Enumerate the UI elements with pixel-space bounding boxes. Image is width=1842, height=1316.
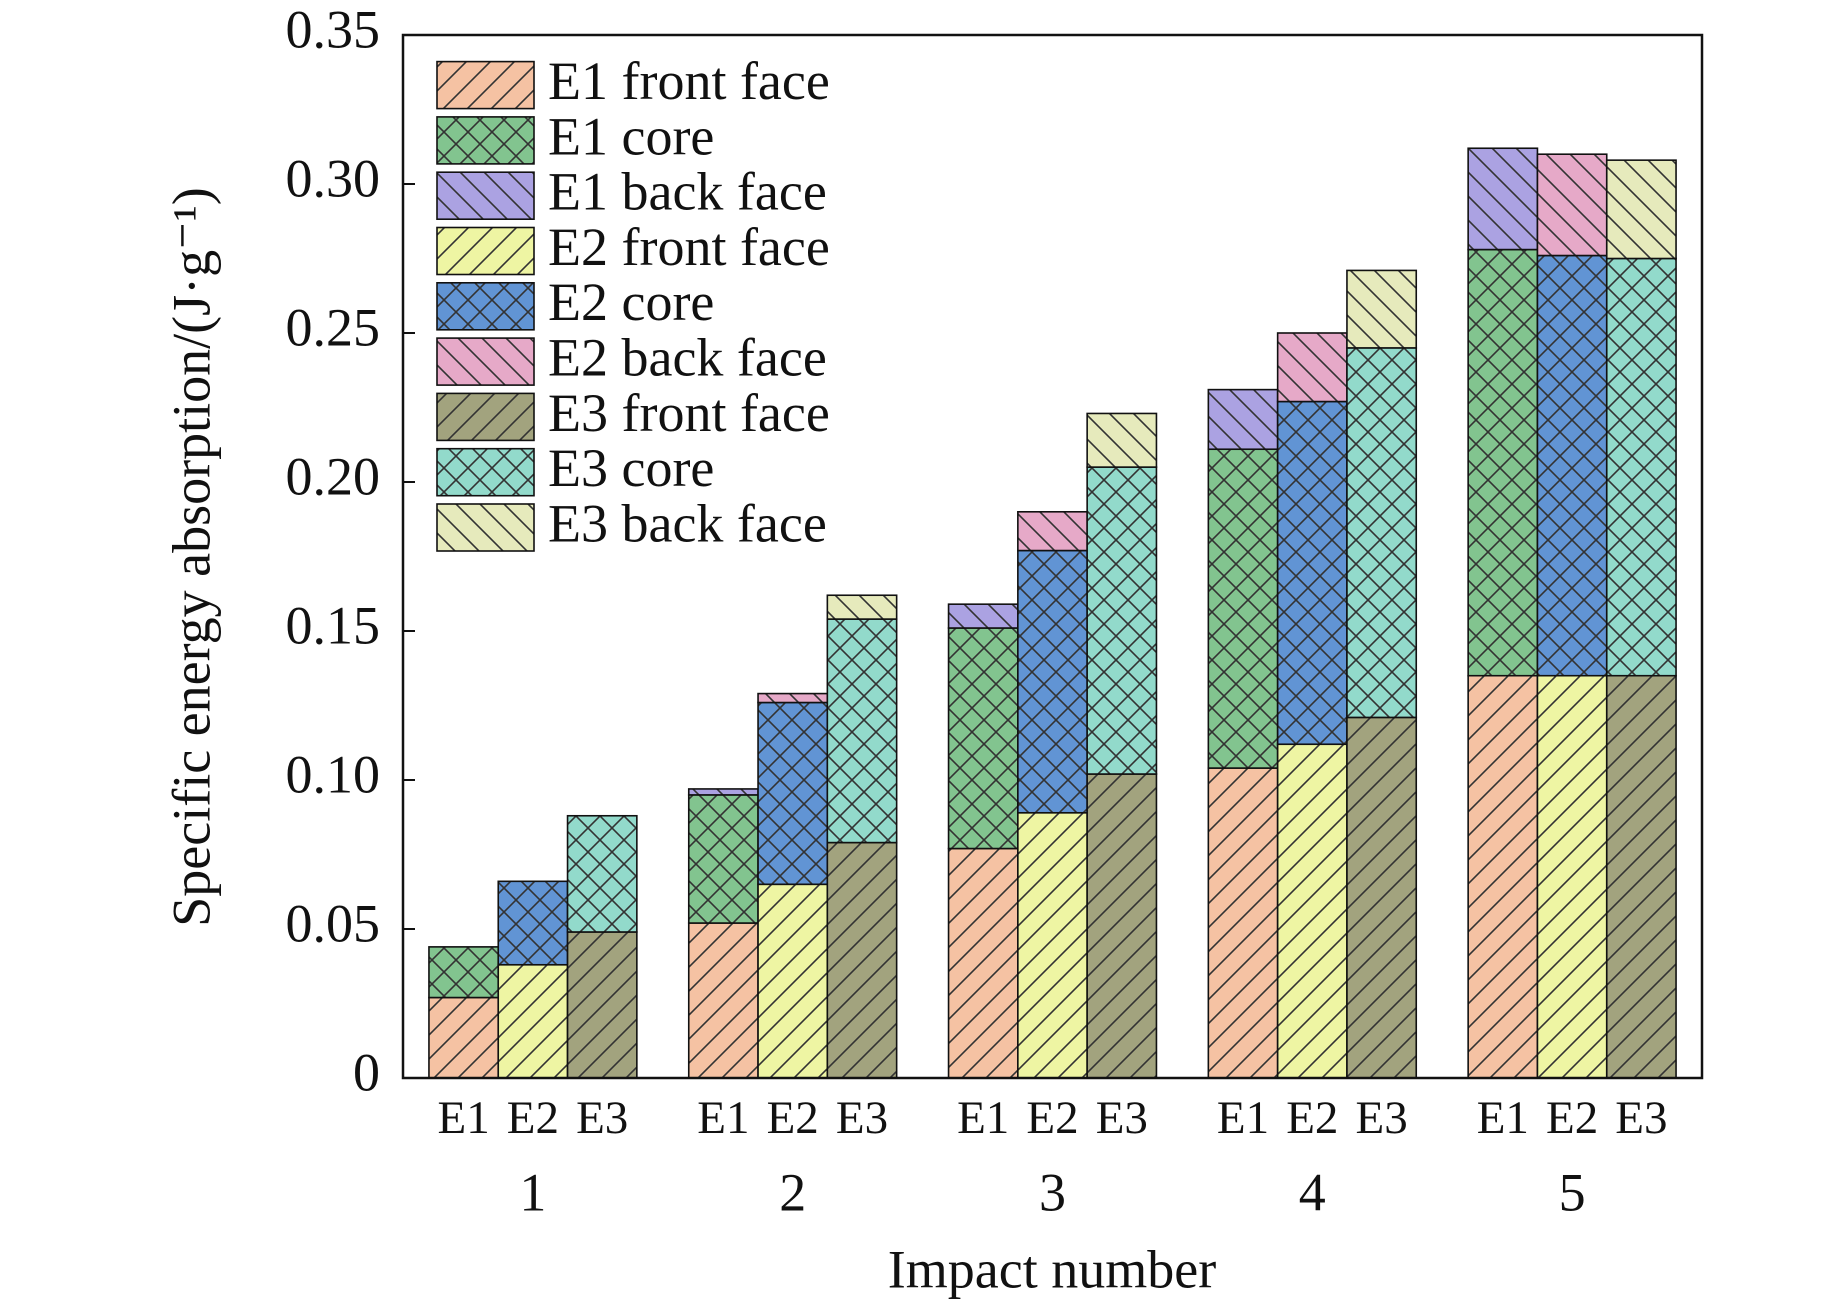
y-tick-label: 0.35 [286,0,381,59]
legend-swatch [436,337,535,386]
legend-swatch [436,281,535,331]
bar-segment [1017,811,1088,1079]
bar-segment [1346,347,1418,719]
legend-label: E1 front face [548,51,830,111]
y-axis-label: Specific energy absorption/(J·g⁻¹) [161,187,221,927]
bar-segment [1276,332,1348,403]
bar-segment [1207,388,1279,451]
bar-segment [757,883,829,1079]
bar-segment [687,788,759,796]
stack-label: E1 [437,1092,489,1144]
bar-segment [757,701,829,886]
bar-segment [826,841,898,1079]
bar-segment [497,880,569,966]
legend-label: E2 back face [548,327,827,387]
bar-segment [1086,466,1158,775]
group-label: 1 [519,1162,546,1222]
bar-segment [497,963,569,1079]
legend-label: E3 core [548,438,714,498]
stack-label: E3 [1096,1092,1148,1144]
plot-frame [401,33,1704,1080]
bar-segment [1017,510,1088,552]
bar-segment [1346,269,1418,349]
stack-label: E1 [697,1092,749,1144]
bar-segment [428,946,500,999]
y-tick-label: 0.30 [286,148,381,208]
y-tick-label: 0.25 [286,297,381,357]
bar-segment [566,931,638,1079]
bar-segment [1086,773,1158,1079]
legend-swatch [436,171,535,220]
bar-segment [757,692,829,704]
group-label: 3 [1039,1162,1066,1222]
y-tick-label: 0.15 [286,595,381,655]
bar-segment [1207,448,1279,769]
legend-swatch [436,60,535,110]
group-label: 5 [1559,1162,1586,1222]
legend-label: E3 back face [548,493,827,553]
bar-segment [687,794,759,924]
x-axis-label: Impact number [888,1239,1216,1299]
stack-label: E3 [576,1092,628,1144]
y-tick-label: 0 [353,1042,380,1102]
bar-segment [1467,674,1539,1079]
bar-segment [1605,674,1677,1079]
stack-label: E1 [957,1092,1009,1144]
stack-label: E3 [836,1092,888,1144]
legend-label: E3 front face [548,383,830,443]
bar-segment [1536,254,1608,677]
bar-segment [947,627,1019,850]
bar-segment [947,847,1019,1079]
bar-segment [1605,159,1677,260]
bar-segment [1276,400,1348,746]
stack-label: E1 [1217,1092,1269,1144]
stack-label: E2 [1546,1092,1598,1144]
stack-label: E2 [1026,1092,1078,1144]
bar-segment [687,922,759,1079]
group-label: 2 [779,1162,806,1222]
bar-segment [1207,767,1279,1079]
bar-segment [826,594,898,620]
y-tick-label: 0.05 [286,893,381,953]
bar-segment [826,618,898,844]
legend-swatch [436,226,535,276]
legend-label: E2 core [548,272,714,332]
bar-segment [1276,743,1348,1079]
legend-swatch [436,503,535,552]
stack-label: E2 [767,1092,819,1144]
bar-segment [1536,674,1608,1079]
y-tick-label: 0.10 [286,744,381,804]
stack-label: E1 [1477,1092,1529,1144]
y-tick-label: 0.20 [286,446,381,506]
bar-segment [1346,716,1418,1079]
group-label: 4 [1299,1162,1326,1222]
legend-swatch [436,392,535,442]
legend-swatch [436,116,535,165]
bar-segment [566,814,638,933]
stack-label: E3 [1615,1092,1667,1144]
bar-segment [1467,147,1539,251]
legend-swatch [436,447,535,497]
stack-label: E3 [1355,1092,1407,1144]
stack-label: E2 [1286,1092,1338,1144]
bar-segment [1605,257,1677,677]
bar-segment [1536,153,1608,257]
bar-segment [428,996,500,1079]
legend-label: E2 front face [548,217,830,277]
stack-label: E2 [507,1092,559,1144]
bar-segment [1467,248,1539,677]
legend-label: E1 core [548,106,714,166]
bar-segment [947,603,1019,629]
bar-segment [1017,549,1088,814]
bar-segment [1086,412,1158,468]
legend-label: E1 back face [548,162,827,222]
